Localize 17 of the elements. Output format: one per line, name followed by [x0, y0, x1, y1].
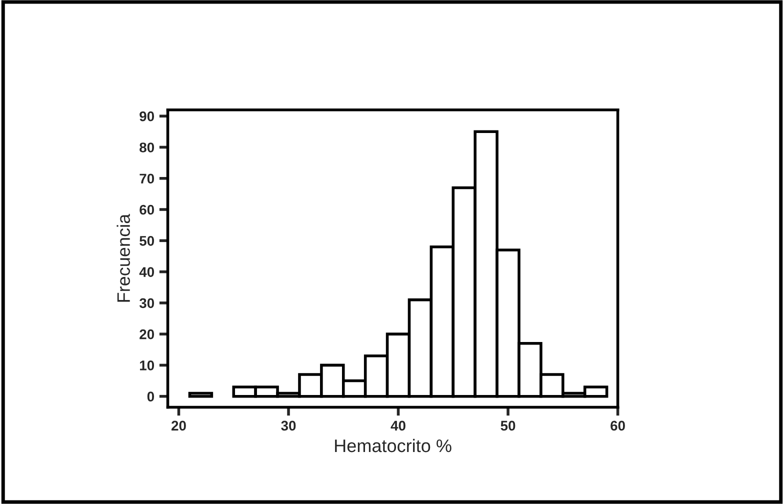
y-tick-label: 70: [140, 174, 154, 184]
y-tick-label: 40: [139, 267, 154, 277]
y-tick-label: 80: [140, 142, 154, 152]
x-tick-label: 40: [390, 420, 406, 431]
y-tick-label: 20: [140, 329, 154, 340]
x-tick-label: 20: [172, 420, 186, 431]
y-axis-title: Frecuencia: [116, 214, 130, 302]
y-tick-label: 60: [140, 204, 154, 215]
x-tick-label: 50: [500, 420, 516, 431]
y-tick-label: 50: [140, 236, 154, 246]
x-axis-title: Hematocrito %: [335, 438, 452, 452]
y-tick-label: 30: [139, 298, 154, 308]
y-tick-label: 0: [147, 392, 154, 402]
x-tick-label: 30: [281, 420, 296, 431]
y-tick-label: 10: [140, 360, 154, 370]
x-tick-label: 60: [610, 420, 625, 431]
y-tick-label: 90: [140, 111, 154, 122]
